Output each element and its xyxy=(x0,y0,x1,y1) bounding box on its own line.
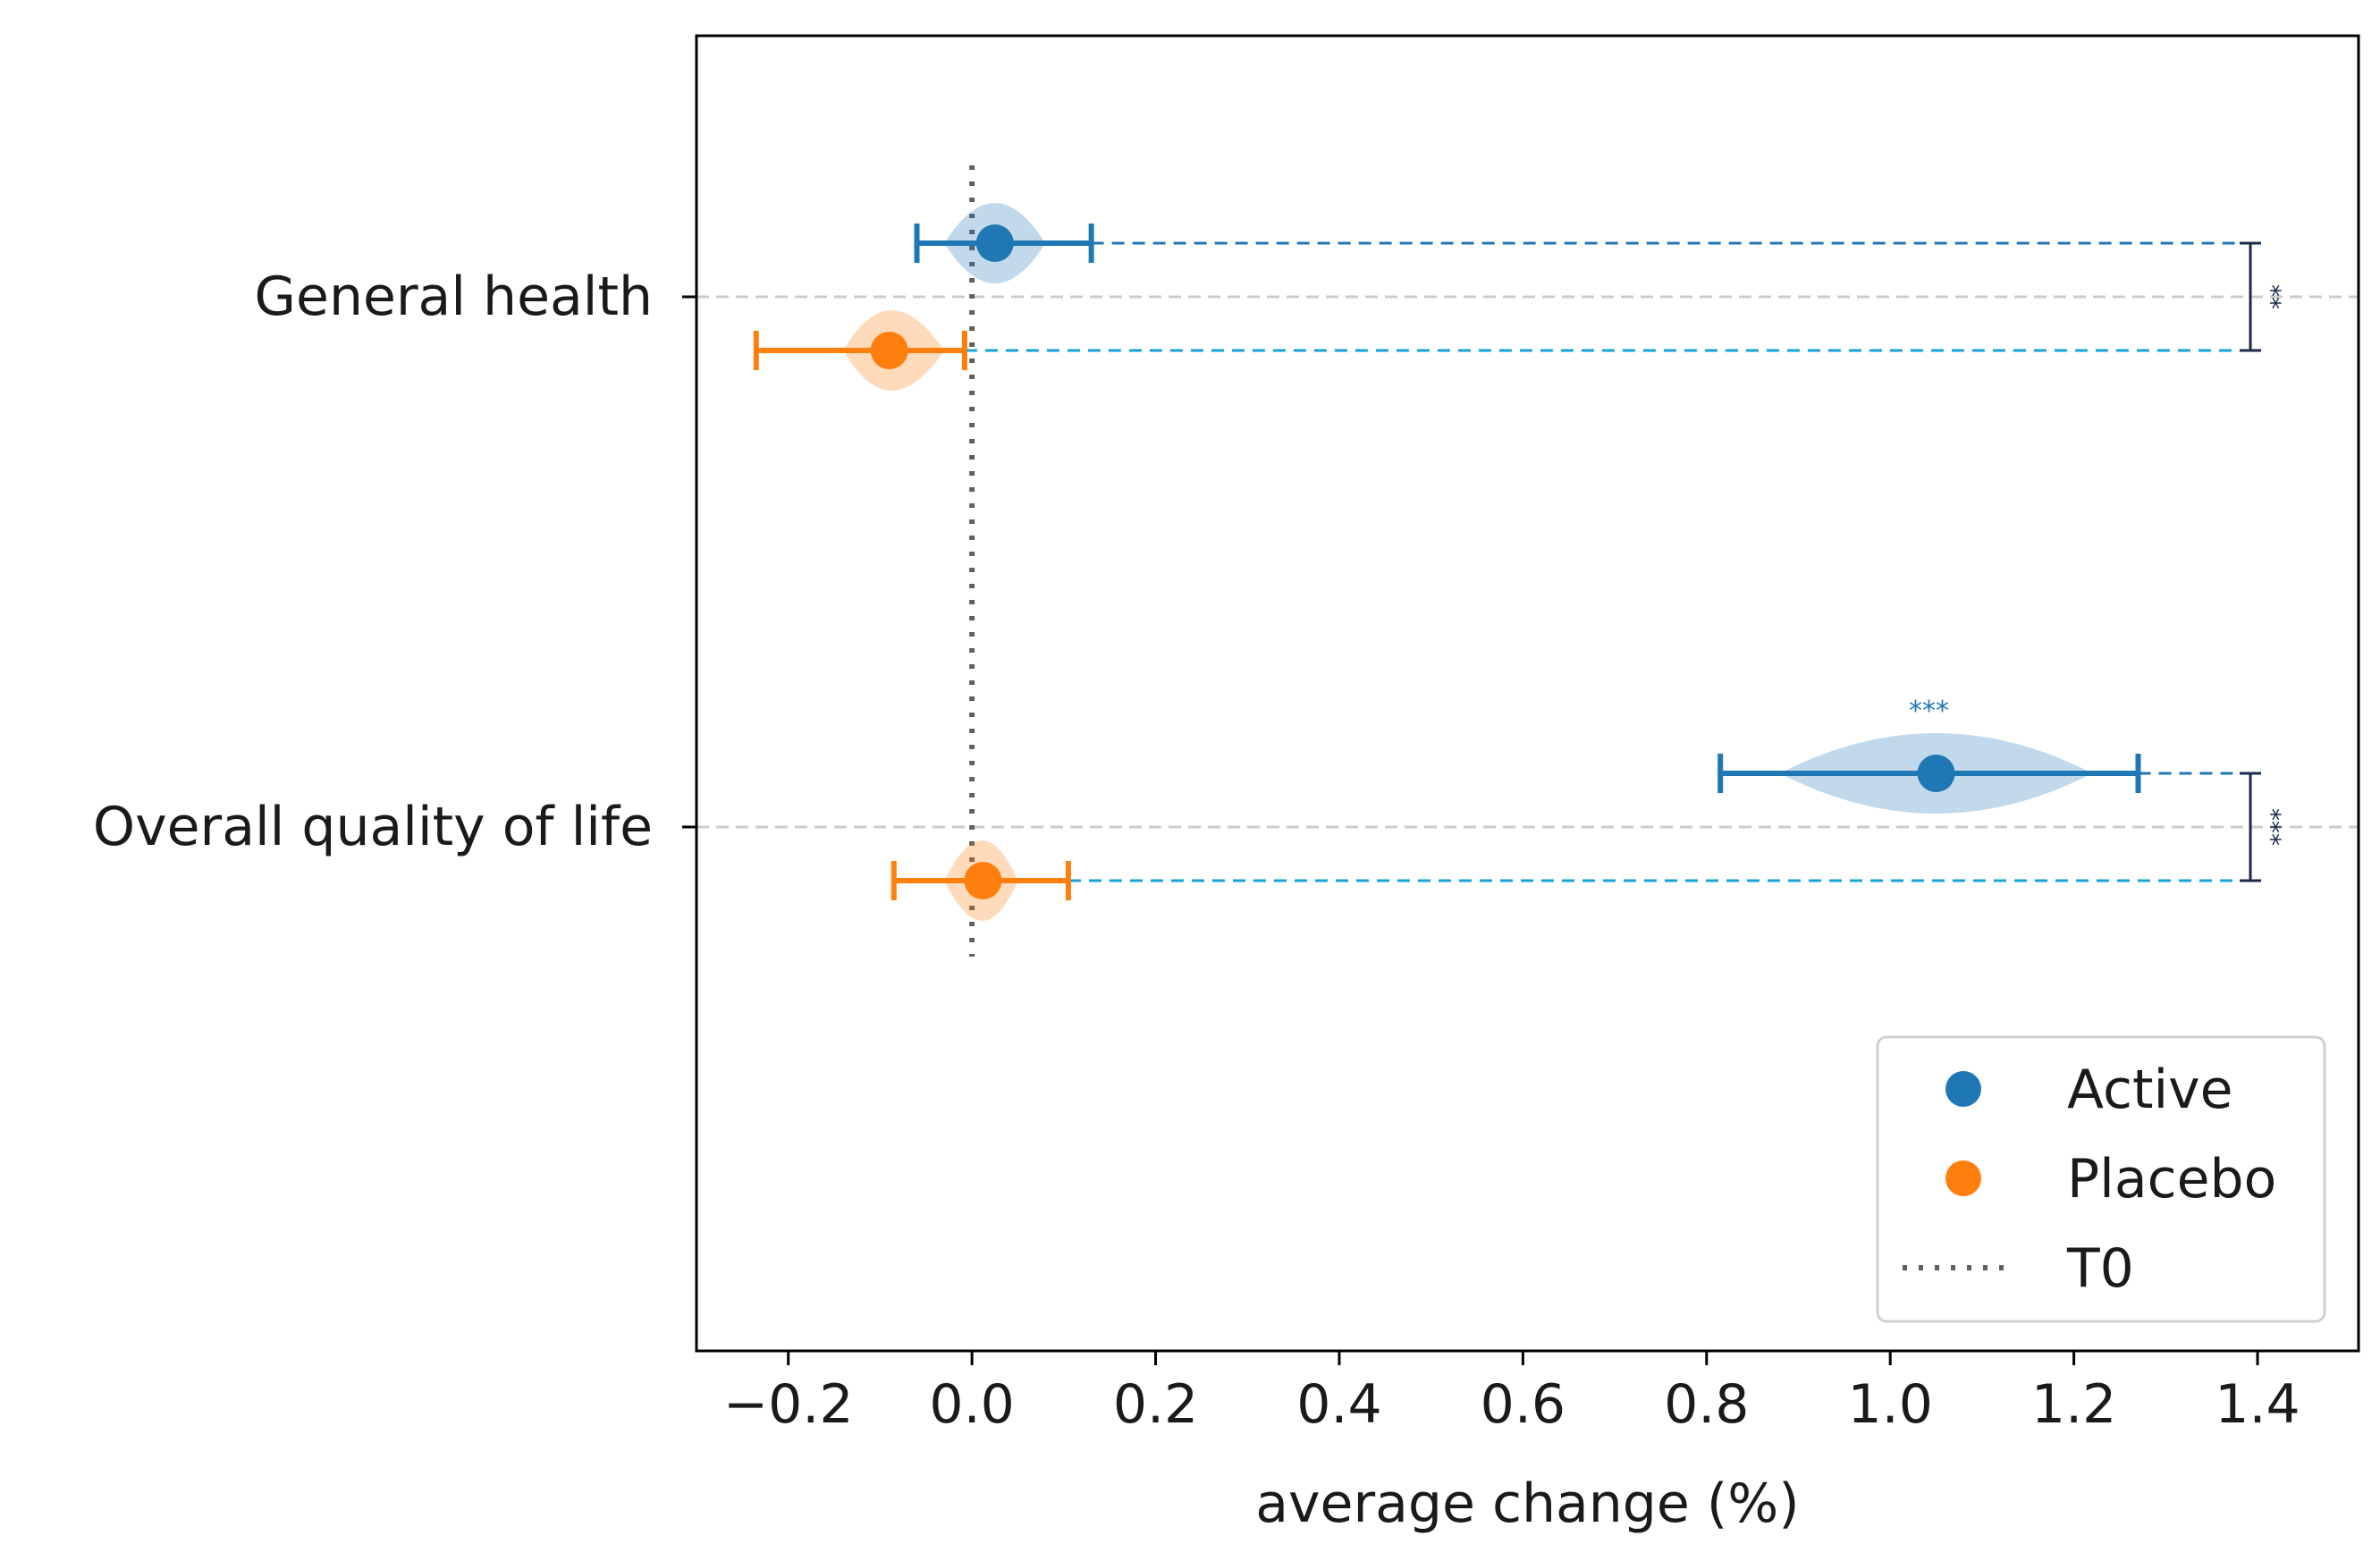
legend-label-active: Active xyxy=(2067,1059,2233,1121)
point-active-0 xyxy=(975,224,1014,262)
point-placebo-1 xyxy=(964,862,1002,899)
comparison-lines-layer xyxy=(964,241,2258,882)
brackets-layer: ***** xyxy=(2240,241,2286,882)
x-tick-label-5: 0.8 xyxy=(1664,1373,1749,1436)
x-tick-label-3: 0.4 xyxy=(1296,1373,1381,1436)
x-tick-label-1: 0.0 xyxy=(929,1373,1014,1436)
x-axis-label: average change (%) xyxy=(1255,1472,1799,1535)
legend-label-placebo: Placebo xyxy=(2067,1148,2276,1211)
x-tick-label-7: 1.2 xyxy=(2031,1373,2116,1436)
legend-frame xyxy=(1876,1035,2326,1323)
significance-active-1: *** xyxy=(1909,696,1949,727)
legend: Active Placebo T0 xyxy=(1876,1035,2326,1323)
x-tick-label-4: 0.6 xyxy=(1481,1373,1566,1436)
x-tick-label-2: 0.2 xyxy=(1113,1373,1198,1436)
legend-label-t0: T0 xyxy=(2066,1237,2134,1300)
plot-frame xyxy=(695,34,2360,1353)
axes-layer: −0.2 0.0 0.2 0.4 0.6 0.8 1.0 1.2 1.4 General heal… xyxy=(93,266,2300,1436)
x-tick-label-6: 1.0 xyxy=(1847,1373,1932,1436)
bracket-label-1: *** xyxy=(2257,808,2286,846)
x-tick-label-0: −0.2 xyxy=(723,1373,854,1436)
legend-marker-placebo xyxy=(1945,1160,1981,1196)
y-tick-label-0: General health xyxy=(255,266,653,328)
bracket-label-0: ** xyxy=(2257,284,2286,309)
y-tick-label-1: Overall quality of life xyxy=(93,796,653,858)
legend-marker-active xyxy=(1945,1071,1981,1107)
points-layer: *** xyxy=(870,224,1955,899)
point-placebo-0 xyxy=(870,332,908,369)
x-tick-label-8: 1.4 xyxy=(2215,1373,2300,1436)
point-active-1 xyxy=(1917,755,1955,792)
